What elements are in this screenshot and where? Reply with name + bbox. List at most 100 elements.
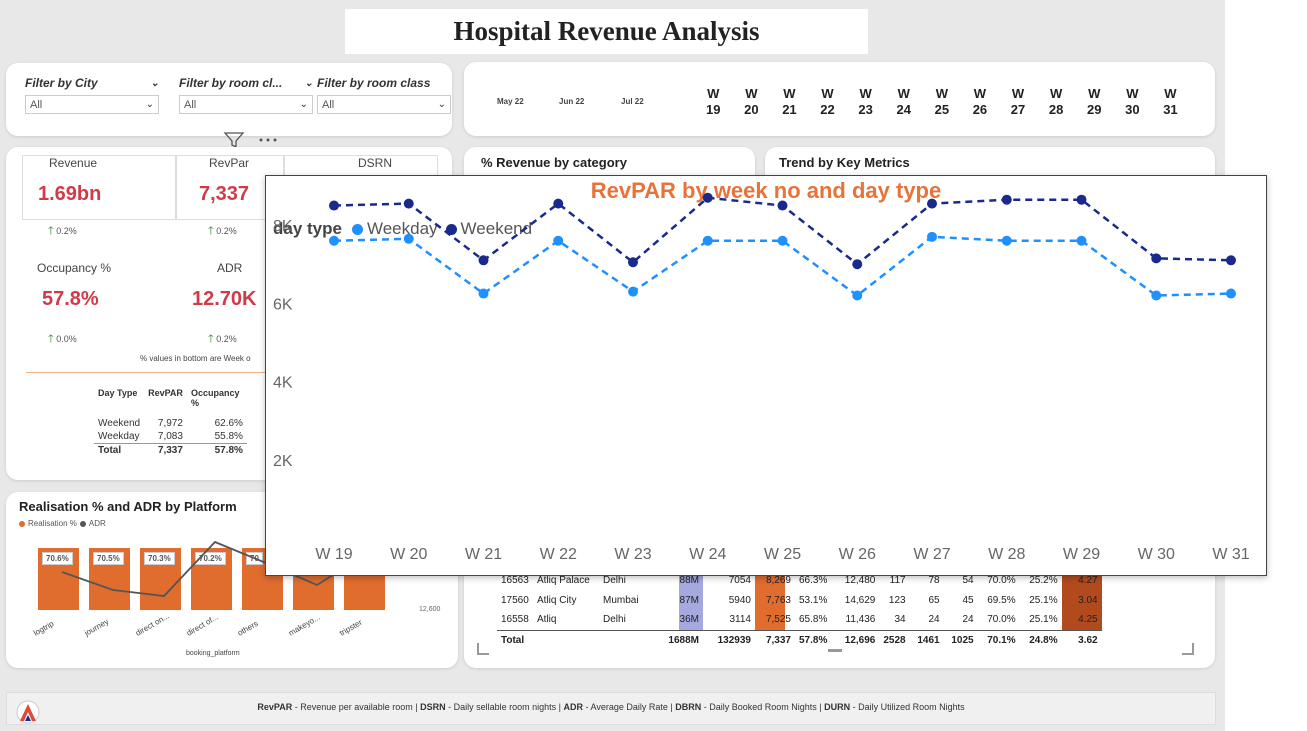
- data-point-weekday[interactable]: [1151, 290, 1162, 301]
- column-header[interactable]: RevPAR: [148, 388, 183, 398]
- week-slicer-item[interactable]: W 25: [935, 86, 949, 118]
- filter-city[interactable]: Filter by City ⌄ All ⌄: [25, 76, 159, 114]
- week-letter: W: [1011, 86, 1025, 101]
- filter-room-class-select[interactable]: All ⌄: [317, 95, 451, 114]
- resize-handle[interactable]: [1182, 643, 1194, 655]
- table-cell: 87M: [663, 590, 703, 610]
- week-slicer: [464, 62, 1215, 136]
- table-total-row[interactable]: Total 1688M 132939 7,337 57.8% 12,696 2528 1461…: [497, 629, 1102, 650]
- data-point-weekend[interactable]: [329, 200, 339, 211]
- data-point-weekend[interactable]: [403, 198, 414, 209]
- data-point-weekend[interactable]: [852, 259, 863, 270]
- data-point-weekday[interactable]: [852, 290, 863, 301]
- data-point-weekend[interactable]: [553, 198, 564, 209]
- week-slicer-item[interactable]: W 29: [1087, 86, 1101, 118]
- arrow-up-icon: 🡑: [208, 225, 214, 237]
- kpi-adr-label: ADR: [217, 261, 243, 275]
- week-number: 19: [706, 102, 721, 117]
- data-point-weekday[interactable]: [553, 235, 564, 246]
- data-point-weekend[interactable]: [1226, 255, 1236, 266]
- table-cell: 65: [928, 594, 940, 606]
- table-cell: Atliq: [537, 614, 557, 626]
- arrow-up-icon: 🡑: [208, 333, 214, 345]
- column-header[interactable]: Occupancy %: [190, 388, 240, 408]
- data-point-weekend[interactable]: [628, 257, 638, 268]
- data-point-weekday[interactable]: [702, 235, 713, 246]
- chevron-down-icon[interactable]: ⌄: [150, 77, 159, 89]
- table-cell: 57.8%: [186, 443, 247, 457]
- legend-label-weekend[interactable]: Weekend: [460, 219, 533, 238]
- filter-room-category-select[interactable]: All ⌄: [179, 95, 313, 114]
- table-cell: 45: [962, 594, 974, 606]
- data-point-weekday[interactable]: [403, 233, 414, 244]
- data-point-weekend[interactable]: [777, 200, 788, 211]
- kpi-occupancy-delta-value: 0.0%: [56, 334, 77, 344]
- data-point-weekday[interactable]: [478, 288, 489, 299]
- data-point-weekend[interactable]: [1076, 194, 1087, 205]
- table-cell: 70.0%: [987, 574, 1016, 586]
- week-slicer-item[interactable]: W 28: [1049, 86, 1063, 118]
- week-slicer-item[interactable]: W 27: [1011, 86, 1025, 118]
- table-cell: [599, 629, 663, 650]
- week-letter: W: [783, 86, 796, 101]
- kpi-revenue-box[interactable]: [22, 155, 176, 220]
- table-row[interactable]: Weekday 7,083 55.8%: [94, 430, 247, 444]
- filter-city-select[interactable]: All ⌄: [25, 95, 159, 114]
- data-point-weekday[interactable]: [329, 235, 339, 246]
- resize-handle[interactable]: [828, 649, 842, 652]
- chevron-down-icon[interactable]: ⌄: [304, 77, 313, 89]
- data-point-weekday[interactable]: [1226, 288, 1236, 299]
- week-slicer-item[interactable]: W 21: [782, 86, 796, 118]
- table-header: Day Type RevPAR Occupancy %: [94, 387, 247, 409]
- kpi-note: % values in bottom are Week o: [140, 354, 251, 363]
- table-cell: 5940: [728, 594, 751, 606]
- data-point-weekend[interactable]: [702, 192, 713, 203]
- table-cell: Atliq City: [537, 594, 577, 606]
- data-point-weekend[interactable]: [1001, 194, 1012, 205]
- week-slicer-item[interactable]: W 22: [820, 86, 834, 118]
- filter-room-class[interactable]: Filter by room class All ⌄: [317, 76, 451, 114]
- platform-axis-label: booking_platform: [186, 650, 240, 657]
- table-cell: 7054: [728, 574, 751, 586]
- table-cell: 34: [894, 614, 906, 626]
- data-point-weekday[interactable]: [1076, 235, 1087, 246]
- data-point-weekend[interactable]: [927, 198, 937, 209]
- table-row[interactable]: Weekend 7,972 62.6%: [94, 417, 247, 430]
- x-tick-label: W 23: [614, 546, 651, 563]
- filter-room-category[interactable]: Filter by room cl... ⌄ All ⌄: [179, 76, 313, 114]
- y-tick-label: 4K: [273, 375, 293, 392]
- property-table: 16563 Atliq Palace Delhi 88M 7054 8,269 66.3% 1…: [497, 570, 1102, 650]
- column-header[interactable]: Day Type: [98, 388, 138, 398]
- data-point-weekday[interactable]: [1001, 235, 1012, 246]
- resize-handle[interactable]: [477, 643, 489, 655]
- day-type-table: Day Type RevPAR Occupancy % Weekend 7,97…: [94, 387, 247, 457]
- week-slicer-item[interactable]: W 20: [744, 86, 758, 118]
- week-slicer-item[interactable]: W 26: [973, 86, 987, 118]
- week-letter: W: [707, 86, 720, 101]
- legend-label-weekday[interactable]: Weekday: [366, 219, 438, 238]
- week-slicer-item[interactable]: W 31: [1163, 86, 1177, 118]
- week-slicer-item[interactable]: W 24: [897, 86, 911, 118]
- table-cell: Weekend: [98, 418, 141, 429]
- data-point-weekday[interactable]: [777, 235, 788, 246]
- table-cell: 78: [928, 574, 940, 586]
- week-slicer-item[interactable]: W 23: [858, 86, 872, 118]
- week-slicer-item[interactable]: W 19: [706, 86, 720, 118]
- filter-room-class-label: Filter by room class: [317, 76, 431, 90]
- table-row[interactable]: 17560 Atliq City Mumbai 87M 5940 7,763 53.1% 14…: [497, 590, 1102, 610]
- week-letter: W: [897, 86, 910, 101]
- data-point-weekend[interactable]: [478, 255, 489, 266]
- kpi-revpar-delta: 🡑 0.2%: [208, 222, 237, 241]
- month-label[interactable]: Jul 22: [621, 97, 644, 106]
- data-point-weekday[interactable]: [628, 286, 638, 297]
- month-label[interactable]: Jun 22: [559, 97, 585, 106]
- data-point-weekend[interactable]: [1151, 253, 1162, 264]
- more-options-icon[interactable]: [259, 138, 277, 142]
- revpar-line-chart: 2K 4K 6K 8K W 19 W 20 W 21 W 22 W 23 W 24 W 25 W 26…: [273, 192, 1250, 563]
- dashboard-title-box: Hospital Revenue Analysis: [345, 9, 868, 54]
- table-row[interactable]: 16558 Atliq Delhi 36M 3114 7,525 65.8% 11,436 34…: [497, 610, 1102, 630]
- week-slicer-item[interactable]: W 30: [1125, 86, 1139, 118]
- revpar-chart-popup[interactable]: RevPAR by week no and day type day type …: [265, 175, 1267, 576]
- month-label[interactable]: May 22: [497, 97, 524, 106]
- data-point-weekday[interactable]: [927, 231, 937, 242]
